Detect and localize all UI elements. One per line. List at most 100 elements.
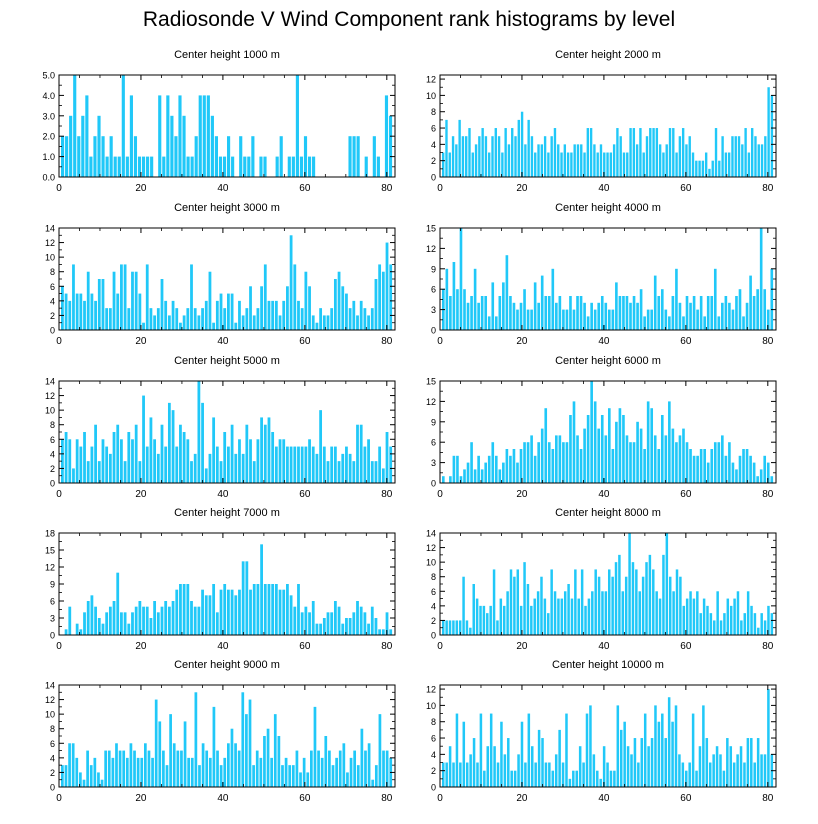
histogram-bar bbox=[672, 591, 675, 635]
histogram-bar bbox=[602, 746, 606, 787]
histogram-bar bbox=[685, 442, 689, 483]
plot-frame bbox=[439, 684, 777, 788]
histogram-bar bbox=[534, 152, 537, 177]
subplot-title: Center height 8000 m bbox=[555, 507, 661, 519]
histogram-bar bbox=[138, 293, 142, 330]
histogram-bar bbox=[167, 402, 171, 483]
histogram-bar bbox=[303, 136, 308, 177]
histogram-bar bbox=[611, 309, 615, 330]
histogram-bar bbox=[665, 533, 669, 635]
y-tick-label: 6 bbox=[431, 124, 436, 134]
histogram-bar bbox=[621, 591, 625, 635]
histogram-bar bbox=[333, 446, 337, 483]
histogram-bar bbox=[227, 446, 230, 483]
histogram-bar bbox=[120, 612, 123, 635]
histogram-bar bbox=[249, 286, 252, 330]
y-tick-label: 4 bbox=[50, 296, 55, 306]
histogram-bar bbox=[227, 743, 230, 787]
histogram-bar bbox=[176, 750, 180, 787]
histogram-bar bbox=[737, 136, 741, 177]
histogram-bar bbox=[692, 455, 696, 483]
histogram-bar bbox=[201, 308, 204, 330]
histogram-bar bbox=[530, 746, 534, 787]
histogram-bar bbox=[766, 309, 770, 330]
histogram-bar bbox=[760, 144, 764, 177]
histogram-bar bbox=[252, 461, 256, 483]
histogram-bar bbox=[612, 144, 616, 177]
histogram-bar bbox=[579, 449, 583, 483]
histogram-bar bbox=[190, 601, 193, 635]
histogram-bar bbox=[597, 576, 601, 635]
histogram-bar bbox=[658, 598, 662, 635]
histogram-bar bbox=[348, 308, 352, 330]
histogram-bar bbox=[304, 271, 308, 330]
histogram-svg: 0 20 40 60 80 0.0 1.0 2.0 3.0 4.0 5.0 bbox=[42, 71, 396, 194]
histogram-bar bbox=[241, 315, 245, 330]
histogram-bar bbox=[742, 449, 745, 483]
histogram-bar bbox=[138, 601, 142, 635]
histogram-bar bbox=[625, 435, 629, 483]
histogram-bar bbox=[282, 439, 286, 483]
histogram-bar bbox=[315, 623, 319, 635]
y-tick-label: 8 bbox=[431, 572, 436, 582]
histogram-bar bbox=[754, 136, 757, 177]
histogram-bar bbox=[601, 591, 604, 635]
histogram-bar bbox=[753, 762, 756, 787]
histogram-bar bbox=[465, 620, 469, 635]
histogram-bar bbox=[550, 136, 553, 177]
histogram-bar bbox=[363, 612, 367, 635]
histogram-bar bbox=[204, 300, 208, 330]
histogram-bar bbox=[689, 591, 692, 635]
histogram-bar bbox=[341, 286, 345, 330]
histogram-bar bbox=[169, 714, 172, 787]
histogram-bar bbox=[475, 598, 479, 635]
histogram-bar bbox=[353, 750, 357, 787]
histogram-bar bbox=[685, 770, 688, 787]
histogram-bar bbox=[520, 721, 524, 787]
histogram-bar bbox=[452, 455, 456, 483]
histogram-bar bbox=[175, 589, 179, 635]
histogram-bar bbox=[65, 136, 69, 177]
histogram-bar bbox=[491, 136, 494, 177]
histogram-bar bbox=[479, 713, 483, 787]
histogram-bar bbox=[278, 439, 282, 483]
histogram-bar bbox=[337, 461, 341, 483]
histogram-bar bbox=[728, 302, 731, 330]
histogram-bar bbox=[629, 302, 632, 330]
x-tick-label: 40 bbox=[598, 489, 610, 500]
histogram-bar bbox=[463, 289, 466, 330]
histogram-bar bbox=[652, 569, 655, 635]
histogram-bar bbox=[456, 455, 459, 483]
x-tick-label: 20 bbox=[516, 336, 528, 347]
histogram-bar bbox=[736, 591, 740, 635]
histogram-bar bbox=[160, 606, 164, 635]
histogram-bar bbox=[287, 156, 291, 177]
histogram-bar bbox=[633, 738, 637, 787]
histogram-bar bbox=[484, 296, 488, 330]
y-tick-label: 18 bbox=[45, 529, 55, 539]
x-tick-label: 60 bbox=[299, 183, 311, 194]
y-tick-label: 10 bbox=[45, 406, 55, 416]
histogram-bar bbox=[512, 302, 516, 330]
histogram-bar bbox=[747, 152, 751, 177]
histogram-bar bbox=[131, 439, 134, 483]
histogram-bar bbox=[289, 235, 293, 330]
histogram-bar bbox=[713, 268, 717, 330]
histogram-bar bbox=[658, 144, 662, 177]
histogram-bar bbox=[108, 308, 112, 330]
histogram-bar bbox=[572, 401, 576, 483]
histogram-bar bbox=[537, 302, 540, 330]
histogram-bar bbox=[494, 455, 498, 483]
histogram-bar bbox=[585, 713, 589, 787]
histogram-bar bbox=[459, 228, 463, 330]
histogram-bar bbox=[208, 453, 212, 483]
y-tick-label: 12 bbox=[45, 391, 55, 401]
histogram-bar bbox=[576, 296, 579, 330]
histogram-bar bbox=[727, 152, 731, 177]
histogram-bar bbox=[186, 308, 190, 330]
histogram-bar bbox=[715, 746, 719, 787]
histogram-bar bbox=[547, 442, 551, 483]
histogram-bar bbox=[615, 282, 618, 330]
histogram-bar bbox=[326, 315, 330, 330]
histogram-bar bbox=[703, 449, 706, 483]
